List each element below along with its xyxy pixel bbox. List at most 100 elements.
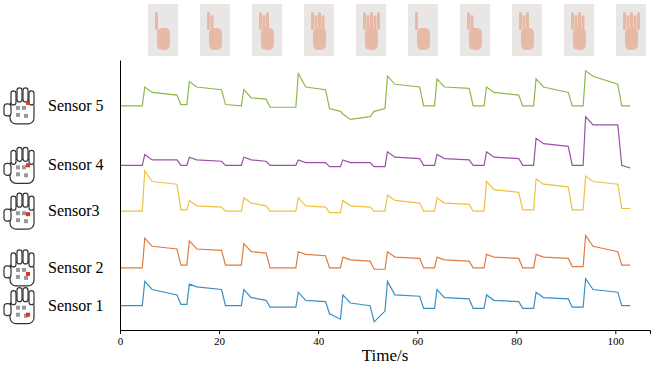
tick-mark bbox=[615, 330, 616, 334]
axis-line bbox=[121, 331, 651, 335]
y-axis bbox=[120, 61, 121, 331]
photo-background bbox=[200, 4, 230, 56]
gesture-photo bbox=[304, 4, 334, 56]
legend-entry: Sensor 5 bbox=[4, 88, 104, 124]
gesture-photo bbox=[252, 4, 282, 56]
photo-background bbox=[356, 4, 386, 56]
photo-finger bbox=[259, 12, 262, 30]
glove-icon bbox=[4, 147, 34, 183]
glove-sensor bbox=[22, 106, 26, 110]
tick-mark bbox=[417, 330, 418, 334]
gesture-photo bbox=[512, 4, 542, 56]
glove-icon bbox=[4, 288, 34, 324]
glove-sensor bbox=[16, 218, 20, 222]
photo-finger bbox=[575, 15, 578, 33]
glove-sensor bbox=[24, 114, 28, 118]
glove-sensor bbox=[22, 268, 26, 272]
glove-active-sensor bbox=[26, 212, 30, 216]
photo-finger bbox=[637, 12, 640, 30]
photo-finger bbox=[374, 15, 377, 33]
photo-finger bbox=[627, 15, 630, 33]
photo-finger bbox=[582, 15, 585, 33]
photo-finger bbox=[318, 12, 321, 30]
photo-background bbox=[512, 4, 542, 56]
photo-finger bbox=[211, 15, 214, 33]
photo-background bbox=[304, 4, 334, 56]
glove-finger bbox=[23, 193, 28, 207]
glove-finger bbox=[23, 250, 28, 264]
glove-finger bbox=[17, 147, 22, 161]
photo-finger bbox=[322, 15, 325, 33]
glove-finger bbox=[29, 150, 34, 164]
glove-icon bbox=[4, 193, 34, 229]
photo-finger bbox=[363, 12, 366, 30]
glove-thumb bbox=[4, 163, 11, 175]
photo-finger bbox=[523, 15, 526, 33]
gesture-photo bbox=[564, 4, 594, 56]
series-line bbox=[120, 71, 630, 120]
glove-finger bbox=[11, 253, 16, 267]
glove-sensor bbox=[16, 113, 20, 117]
legend-entry: Sensor 4 bbox=[4, 147, 104, 183]
photo-hand bbox=[417, 28, 430, 50]
legend-entry: Sensor 1 bbox=[4, 288, 104, 324]
glove-finger bbox=[29, 291, 34, 305]
photo-finger bbox=[623, 12, 626, 30]
tick-label: 40 bbox=[313, 335, 325, 347]
glove-icon bbox=[4, 88, 34, 124]
glove-finger bbox=[17, 88, 22, 102]
glove-sensor bbox=[16, 275, 20, 279]
photo-hand bbox=[157, 28, 170, 50]
photo-finger bbox=[155, 12, 158, 30]
glove-sensor bbox=[22, 165, 26, 169]
glove-finger bbox=[23, 147, 28, 161]
series-line bbox=[120, 236, 630, 270]
gesture-photo bbox=[200, 4, 230, 56]
tick-mark bbox=[516, 330, 517, 334]
tick: 80 bbox=[511, 330, 523, 347]
tick: 0 bbox=[118, 330, 124, 347]
photo-background bbox=[252, 4, 282, 56]
tick-label: 80 bbox=[511, 335, 523, 347]
photo-finger bbox=[263, 15, 266, 33]
photo-finger bbox=[370, 12, 373, 30]
glove-thumb bbox=[4, 209, 11, 221]
glove-sensor bbox=[16, 106, 20, 110]
glove-sensor bbox=[24, 173, 28, 177]
glove-thumb bbox=[4, 304, 11, 316]
glove-sensor bbox=[22, 306, 26, 310]
photo-finger bbox=[367, 15, 370, 33]
glove-finger bbox=[29, 253, 34, 267]
glove-finger bbox=[17, 193, 22, 207]
photo-finger bbox=[377, 12, 380, 30]
tick-mark bbox=[120, 330, 121, 334]
photo-finger bbox=[467, 12, 470, 30]
photo-finger bbox=[634, 15, 637, 33]
tick: 60 bbox=[412, 330, 424, 347]
legend-label: Sensor 4 bbox=[48, 156, 104, 173]
glove-sensor bbox=[16, 306, 20, 310]
photo-finger bbox=[207, 12, 210, 30]
glove-finger bbox=[11, 196, 16, 210]
plot-area bbox=[120, 71, 630, 322]
photo-finger bbox=[630, 12, 633, 30]
legend-label: Sensor3 bbox=[48, 202, 100, 219]
glove-thumb bbox=[4, 104, 11, 116]
gesture-photos bbox=[148, 4, 646, 56]
tick-label: 60 bbox=[412, 335, 424, 347]
glove-finger bbox=[23, 288, 28, 302]
axis-line bbox=[120, 61, 121, 331]
photo-background bbox=[460, 4, 490, 56]
photo-background bbox=[564, 4, 594, 56]
tick-mark bbox=[219, 330, 220, 334]
photo-background bbox=[408, 4, 438, 56]
photo-finger bbox=[519, 12, 522, 30]
glove-sensor bbox=[16, 268, 20, 272]
glove-active-sensor bbox=[26, 101, 30, 105]
glove-sensor bbox=[16, 313, 20, 317]
series-line bbox=[120, 171, 630, 213]
photo-finger bbox=[578, 12, 581, 30]
tick-label: 0 bbox=[118, 335, 124, 347]
gesture-photo bbox=[408, 4, 438, 56]
glove-active-sensor bbox=[26, 272, 30, 276]
